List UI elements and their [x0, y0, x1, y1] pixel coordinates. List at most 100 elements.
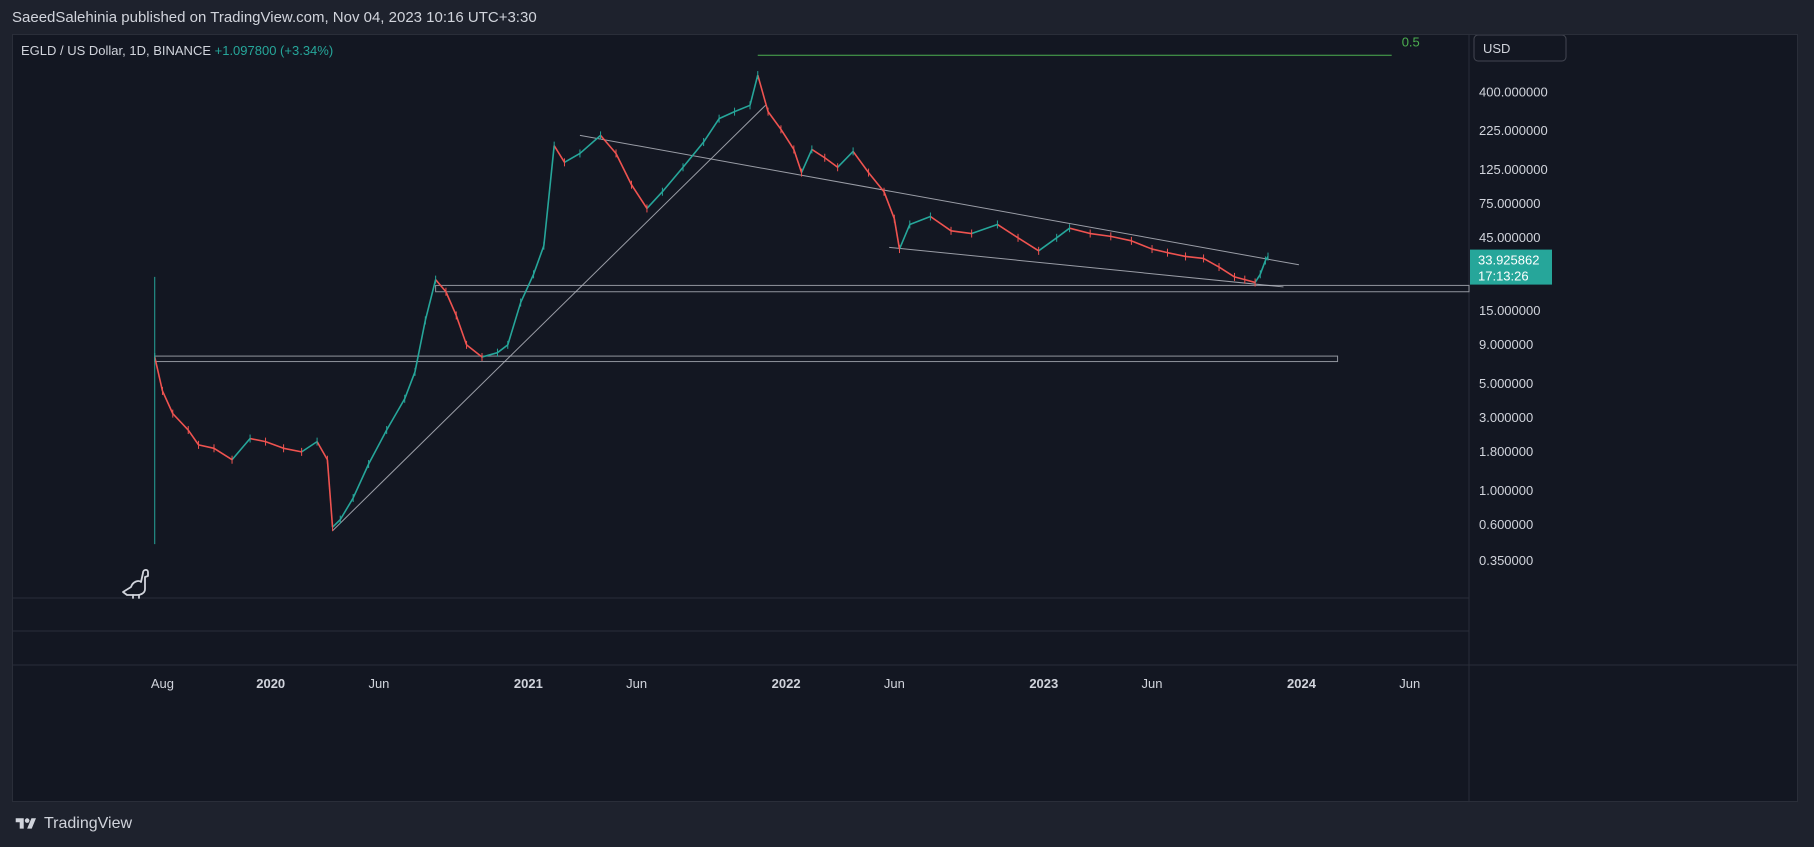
tradingview-brand[interactable]: TradingView: [12, 815, 132, 833]
long-uptrend-line[interactable]: [332, 104, 766, 532]
fib-level-label: 0.5: [1402, 35, 1420, 49]
price-tick-label: 125.000000: [1479, 162, 1548, 177]
price-segment: [837, 150, 854, 168]
trendlines-layer: 0.5: [332, 35, 1420, 532]
resistance-zone-high[interactable]: [435, 284, 1470, 293]
price-change: +1.097800 (+3.34%): [215, 43, 334, 58]
price-segment: [1090, 232, 1111, 238]
price-segment: [339, 497, 354, 521]
price-segment: [718, 110, 735, 120]
price-segment: [780, 128, 795, 150]
price-segment: [661, 166, 684, 193]
time-axis: Aug 2020 Jun 2021 Jun 2022 Jun 2023 Jun 2024 Jun: [151, 676, 1420, 691]
price-segment: [435, 279, 447, 293]
support-zone-low[interactable]: [154, 355, 1339, 363]
price-segment: [231, 438, 251, 461]
price-segment: [172, 413, 189, 431]
time-tick-label: Jun: [884, 676, 905, 691]
price-segment: [532, 245, 545, 275]
price-segment: [867, 172, 885, 193]
price-tick-label: 0.600000: [1479, 517, 1533, 532]
price-segment: [929, 215, 952, 232]
price-tick-label: 3.000000: [1479, 410, 1533, 425]
grid-layer: [13, 35, 1797, 801]
price-segment: [734, 104, 751, 113]
dinosaur-mascot-icon: [122, 568, 149, 599]
price-segment: [749, 74, 759, 106]
price-segment: [326, 459, 334, 528]
price-segment: [496, 344, 509, 354]
price-segment: [599, 134, 617, 154]
price-segment: [507, 302, 522, 346]
price-tick-label: 0.350000: [1479, 553, 1533, 568]
chart-panel[interactable]: 0.5 700.000000400.000000225.000000125.00…: [12, 34, 1798, 802]
price-segment: [646, 191, 663, 209]
dinosaur-body-shape: [122, 568, 149, 596]
price-segment: [1254, 273, 1261, 283]
time-tick-label: Jun: [1142, 676, 1163, 691]
price-segment: [352, 463, 370, 499]
price-segment: [198, 444, 215, 450]
price-axis: 700.000000400.000000225.000000125.000000…: [1473, 35, 1567, 568]
price-segment: [793, 149, 803, 173]
price-segment: [1131, 240, 1153, 250]
price-segment: [1151, 248, 1168, 254]
price-tick-label: 1.000000: [1479, 483, 1533, 498]
price-segment: [1259, 260, 1267, 275]
price-segment: [996, 223, 1019, 239]
price-segment: [249, 437, 266, 443]
price-segment: [579, 134, 602, 155]
price-segment: [213, 447, 233, 461]
price-tick-label: 75.000000: [1479, 196, 1540, 211]
time-tick-label: 2024: [1287, 676, 1317, 691]
price-segment: [553, 145, 566, 163]
price-segment: [1038, 237, 1058, 252]
price-segment: [301, 440, 318, 453]
price-segment: [153, 356, 164, 392]
price-tick-label: 400.000000: [1479, 85, 1548, 100]
price-series-layer: [153, 71, 1269, 545]
price-segment: [1167, 251, 1186, 258]
currency-label[interactable]: USD: [1483, 41, 1510, 56]
price-chart[interactable]: 0.5 700.000000400.000000225.000000125.00…: [13, 35, 1797, 801]
price-segment: [466, 344, 483, 358]
price-tick-label: 9.000000: [1479, 337, 1533, 352]
time-tick-label: Jun: [368, 676, 389, 691]
publish-info: SaeedSalehinia published on TradingView.…: [12, 9, 537, 26]
current-price-value: 33.925862: [1478, 253, 1539, 268]
price-segment: [824, 157, 839, 168]
time-tick-label: Jun: [1399, 676, 1420, 691]
time-tick-label: 2023: [1029, 676, 1058, 691]
brand-label: TradingView: [44, 815, 133, 832]
upper-channel-line[interactable]: [579, 134, 1300, 266]
price-segment: [1203, 257, 1220, 268]
price-segment: [909, 215, 931, 226]
price-segment: [893, 218, 901, 250]
price-segment: [615, 153, 633, 186]
price-segment: [316, 441, 329, 461]
price-segment: [564, 152, 581, 164]
price-segment: [1056, 227, 1071, 239]
lower-channel-line[interactable]: [889, 246, 1284, 288]
price-tick-label: 45.000000: [1479, 230, 1540, 245]
price-segment: [481, 351, 498, 358]
time-tick-label: Jun: [626, 676, 647, 691]
bar-countdown: 17:13:26: [1478, 269, 1529, 284]
currency-selector[interactable]: [1473, 35, 1567, 62]
price-segment: [519, 273, 535, 303]
price-segment: [1218, 266, 1235, 278]
price-segment: [1110, 235, 1132, 242]
symbol-legend[interactable]: EGLD / US Dollar, 1D, BINANCE +1.097800 …: [21, 43, 333, 58]
price-segment: [702, 118, 720, 143]
price-segment: [767, 111, 782, 130]
symbol-name: EGLD / US Dollar, 1D, BINANCE: [21, 43, 215, 58]
time-tick-label: 2021: [514, 676, 543, 691]
price-segment: [1185, 255, 1204, 260]
price-segment: [898, 224, 911, 250]
price-segment: [950, 230, 972, 235]
price-segment: [385, 398, 406, 431]
price-segment: [1244, 278, 1256, 284]
price-segment: [800, 149, 813, 173]
